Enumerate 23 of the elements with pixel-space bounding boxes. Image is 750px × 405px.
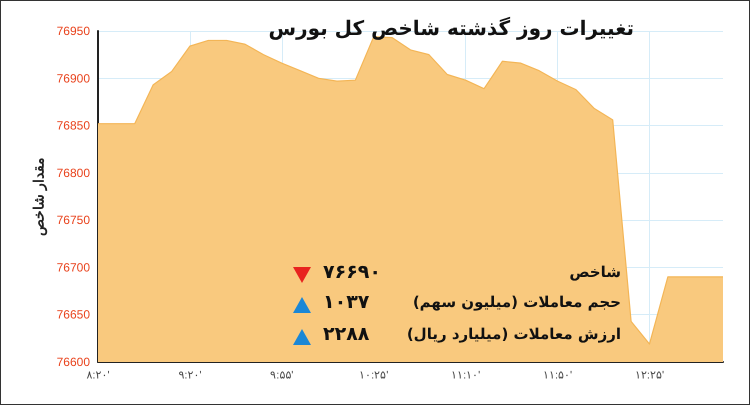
y-tick-label: 76800 [56,166,90,180]
x-tick-label: ۹:۵۵' [270,370,294,382]
annotation: ۱۰۳۷ [323,291,370,313]
y-tick-label: 76600 [56,355,90,369]
chart-title: تغییرات روز گذشته شاخص کل بورس [268,16,634,40]
y-tick-label: 76750 [56,213,90,228]
annotation: حجم معاملات (میلیون سهم) [412,293,621,311]
y-axis-title: مقدار شاخص [30,157,48,236]
x-tick-label: ۱۲:۲۵' [634,370,664,382]
annotation: شاخص [569,263,621,281]
annotation: ۲۲۸۸ [323,323,370,345]
y-tick-label: 76900 [56,71,90,86]
x-tick-label: ۱۰:۲۵' [359,370,388,382]
annotation: ارزش معاملات (میلیارد ریال) [406,325,621,343]
x-tick-label: ۸:۲۰' [86,370,110,382]
y-tick-label: 76650 [56,308,90,322]
annotation: ۷۶۶۹۰ [323,261,381,283]
y-tick-label: 76850 [56,118,90,133]
x-tick-label: ۹:۲۰' [178,370,202,382]
y-tick-label: 76700 [56,260,90,274]
x-tick-label: ۱۱:۱۰' [451,370,480,382]
y-tick-label: 76950 [56,24,90,38]
x-tick-label: ۱۱:۵۰' [542,370,572,382]
